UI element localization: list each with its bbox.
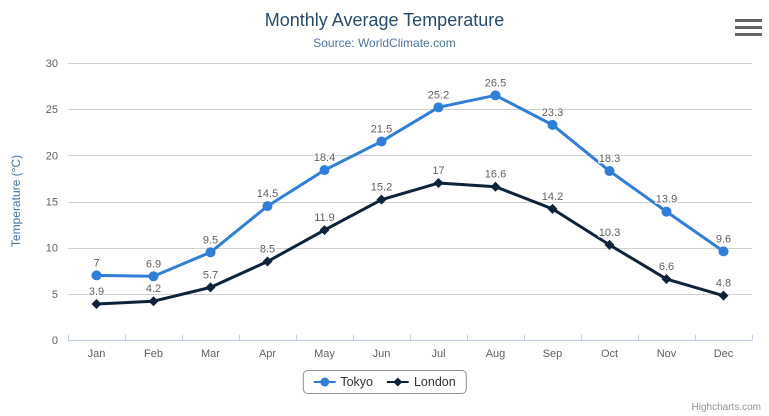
- point-tokyo-jun[interactable]: [376, 136, 387, 147]
- y-axis-label: 30: [46, 58, 58, 70]
- data-label-london-jun: 15.2: [371, 182, 392, 194]
- point-tokyo-sep[interactable]: [547, 119, 558, 130]
- x-axis-label: Aug: [486, 348, 506, 360]
- data-label-tokyo-jun: 21.5: [371, 123, 392, 135]
- legend-marker: [393, 377, 403, 387]
- data-label-london-mar: 5.7: [203, 269, 218, 281]
- point-tokyo-oct[interactable]: [604, 166, 615, 177]
- data-label-tokyo-mar: 9.5: [203, 234, 218, 246]
- y-axis-label: 10: [46, 243, 58, 255]
- data-label-london-may: 11.9: [314, 212, 335, 224]
- chart-title: Monthly Average Temperature: [264, 10, 505, 30]
- legend-label: London: [413, 375, 456, 389]
- point-tokyo-feb[interactable]: [148, 271, 159, 282]
- x-axis-label: Feb: [144, 348, 163, 360]
- point-tokyo-apr[interactable]: [262, 201, 273, 212]
- context-menu-button[interactable]: [735, 19, 762, 36]
- data-label-tokyo-oct: 18.3: [599, 153, 620, 165]
- series-line-london[interactable]: [95, 181, 725, 306]
- data-label-tokyo-dec: 9.6: [716, 233, 731, 245]
- circle-series-marker-icon: [313, 377, 336, 387]
- point-london-aug[interactable]: [490, 181, 501, 192]
- hamburger-icon: [735, 26, 762, 29]
- point-tokyo-nov[interactable]: [661, 206, 672, 217]
- x-axis-label: Apr: [259, 348, 276, 360]
- x-axis-label: Jan: [88, 348, 106, 360]
- point-london-sep[interactable]: [547, 203, 558, 214]
- x-axis-label: May: [314, 348, 335, 360]
- x-axis-label: Oct: [601, 348, 618, 360]
- y-axis-label: 20: [46, 150, 58, 162]
- chart-subtitle: Source: WorldClimate.com: [313, 36, 456, 50]
- data-label-london-nov: 6.6: [659, 261, 674, 273]
- legend-item-london[interactable]: London: [386, 375, 456, 389]
- data-label-tokyo-jan: 7: [93, 257, 99, 269]
- data-label-london-aug: 16.6: [485, 169, 506, 181]
- point-tokyo-aug[interactable]: [490, 90, 501, 101]
- x-axis-label: Jul: [431, 348, 445, 360]
- point-tokyo-may[interactable]: [319, 165, 330, 176]
- x-axis-label: Sep: [543, 348, 563, 360]
- point-tokyo-jan[interactable]: [91, 270, 102, 281]
- data-label-tokyo-feb: 6.9: [146, 258, 161, 270]
- data-label-tokyo-apr: 14.5: [257, 188, 278, 200]
- y-axis-label: 25: [46, 104, 58, 116]
- data-label-london-jan: 3.9: [89, 286, 104, 298]
- data-label-london-jul: 17: [432, 165, 444, 177]
- highcharts-credits[interactable]: Highcharts.com: [691, 402, 761, 413]
- point-london-feb[interactable]: [148, 296, 159, 307]
- point-tokyo-dec[interactable]: [718, 246, 729, 257]
- diamond-series-marker-icon: [386, 377, 409, 387]
- legend-marker: [319, 377, 329, 387]
- data-label-london-sep: 14.2: [542, 191, 563, 203]
- point-london-jan[interactable]: [91, 298, 102, 309]
- data-label-london-oct: 10.3: [599, 227, 620, 239]
- data-label-tokyo-sep: 23.3: [542, 107, 563, 119]
- legend-label: Tokyo: [340, 375, 373, 389]
- point-london-dec[interactable]: [718, 290, 729, 301]
- data-label-tokyo-may: 18.4: [314, 152, 335, 164]
- point-london-jun[interactable]: [376, 194, 387, 205]
- data-label-london-dec: 4.8: [716, 278, 731, 290]
- point-london-oct[interactable]: [604, 239, 615, 250]
- point-london-apr[interactable]: [262, 256, 273, 267]
- series-line-tokyo[interactable]: [95, 93, 725, 278]
- point-london-jul[interactable]: [433, 178, 444, 189]
- legend: Tokyo London: [302, 370, 467, 394]
- y-axis-label: 0: [52, 335, 58, 347]
- data-label-tokyo-aug: 26.5: [485, 77, 506, 89]
- point-tokyo-jul[interactable]: [433, 102, 444, 113]
- x-axis-label: Dec: [714, 348, 734, 360]
- point-tokyo-mar[interactable]: [205, 247, 216, 258]
- point-london-nov[interactable]: [661, 274, 672, 285]
- legend-item-tokyo[interactable]: Tokyo: [313, 375, 373, 389]
- y-axis-label: 15: [46, 197, 58, 209]
- x-axis-label: Nov: [657, 348, 677, 360]
- data-label-london-feb: 4.2: [146, 283, 161, 295]
- point-london-mar[interactable]: [205, 282, 216, 293]
- data-label-tokyo-nov: 13.9: [656, 194, 677, 206]
- point-london-may[interactable]: [319, 225, 330, 236]
- data-label-london-apr: 8.5: [260, 244, 275, 256]
- hamburger-icon: [735, 33, 762, 36]
- y-axis-label: 5: [52, 289, 58, 301]
- data-label-tokyo-jul: 25.2: [428, 89, 449, 101]
- x-axis-label: Mar: [201, 348, 220, 360]
- x-axis-label: Jun: [373, 348, 391, 360]
- hamburger-icon: [735, 19, 762, 22]
